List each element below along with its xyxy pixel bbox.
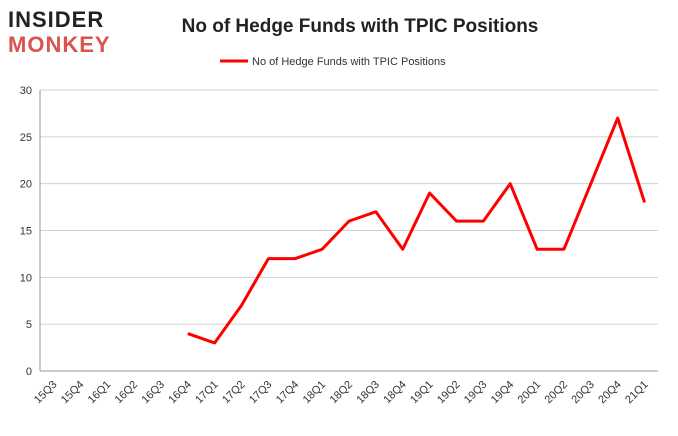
line	[187, 116, 646, 345]
y-tick-label: 25	[20, 132, 32, 144]
chart-title: No of Hedge Funds with TPIC Positions	[182, 16, 539, 37]
y-tick-label: 10	[20, 272, 32, 284]
legend-label: No of Hedge Funds with TPIC Positions	[252, 56, 446, 68]
logo-line2: MONKEY	[8, 32, 111, 57]
y-tick-label: 0	[26, 366, 32, 378]
y-tick-label: 20	[20, 179, 32, 191]
logo-line1: INSIDER	[8, 7, 104, 32]
y-tick-label: 15	[20, 226, 32, 238]
y-tick-label: 30	[20, 85, 32, 97]
y-tick-label: 5	[26, 319, 32, 331]
